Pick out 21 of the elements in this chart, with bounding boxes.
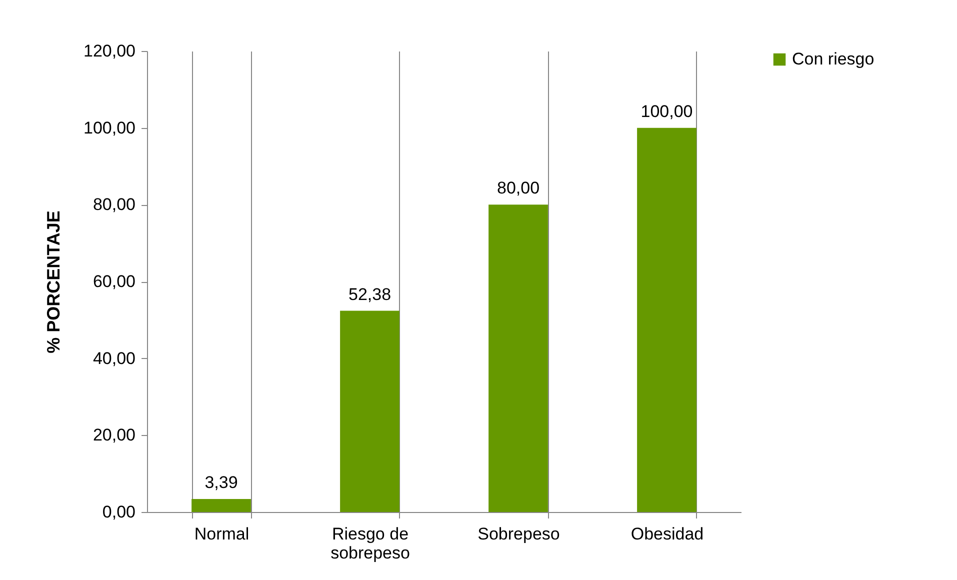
bar — [340, 310, 400, 512]
bar — [488, 204, 548, 512]
data-label: 100,00 — [640, 102, 693, 121]
y-tick-label: 60,00 — [92, 272, 136, 291]
data-label: 80,00 — [496, 178, 540, 198]
bar — [192, 498, 251, 512]
y-tick-label: 80,00 — [92, 195, 136, 214]
legend-label: Con riesgo — [792, 50, 874, 68]
y-tick-label: 100,00 — [84, 118, 136, 138]
y-tick-label: 120,00 — [84, 42, 136, 60]
bar — [637, 128, 696, 512]
x-tick-label: Normal — [194, 524, 250, 544]
y-tick-label: 20,00 — [92, 426, 136, 445]
x-tick-label: Obesidad — [630, 524, 704, 544]
data-label: 52,38 — [348, 284, 392, 304]
data-label: 3,39 — [204, 472, 238, 492]
y-tick-label: 0,00 — [102, 502, 136, 522]
x-tick-label: Sobrepeso — [478, 524, 560, 544]
y-axis-title: % PORCENTAJE — [44, 210, 64, 354]
x-tick-label: Riesgo de sobrepeso — [330, 524, 410, 562]
y-tick-label: 40,00 — [92, 348, 136, 368]
